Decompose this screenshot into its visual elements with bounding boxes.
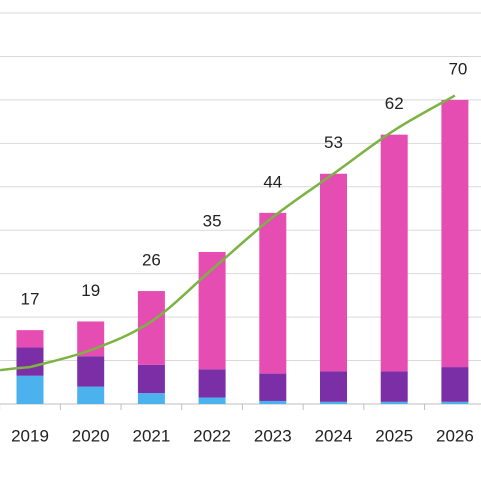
bar-segment bbox=[259, 212, 287, 374]
bar-segment bbox=[77, 356, 105, 387]
x-tick-label: 2023 bbox=[254, 426, 292, 445]
x-tick-label: 2022 bbox=[193, 426, 231, 445]
bar-segment bbox=[77, 386, 105, 404]
x-tick-label: 2021 bbox=[132, 426, 170, 445]
total-label: 26 bbox=[142, 251, 161, 270]
bar-segment bbox=[198, 369, 226, 398]
x-tick-label: 2026 bbox=[436, 426, 474, 445]
bar-segment bbox=[137, 364, 165, 394]
x-tick-label: 2020 bbox=[72, 426, 110, 445]
bar-segment bbox=[380, 134, 408, 372]
bar-segment bbox=[16, 347, 44, 376]
total-label: 19 bbox=[81, 281, 100, 300]
total-label: 35 bbox=[203, 211, 222, 230]
bar-segment bbox=[320, 401, 347, 404]
bar-segment bbox=[320, 371, 347, 402]
total-label: 53 bbox=[324, 133, 343, 152]
bar-segment bbox=[259, 400, 287, 404]
bar-segment bbox=[198, 397, 226, 404]
x-tick-label: 2024 bbox=[315, 426, 353, 445]
bar-segment bbox=[320, 173, 347, 372]
trend-lead bbox=[0, 365, 31, 372]
total-label: 17 bbox=[21, 290, 40, 309]
total-label: 44 bbox=[263, 172, 282, 191]
bar-segment bbox=[380, 371, 408, 402]
bar-segment bbox=[259, 373, 287, 401]
total-label: 70 bbox=[448, 59, 467, 78]
x-tick-label: 2025 bbox=[375, 426, 413, 445]
bar-segment bbox=[441, 99, 469, 368]
bar-segment bbox=[441, 401, 469, 404]
trend-line bbox=[29, 94, 456, 369]
bar-segment bbox=[16, 375, 44, 404]
bar-segment bbox=[441, 367, 469, 402]
x-tick-label: 2019 bbox=[11, 426, 49, 445]
bar-segment bbox=[16, 330, 44, 348]
total-label: 62 bbox=[385, 94, 404, 113]
bar-segment bbox=[380, 401, 408, 404]
bar-segment bbox=[198, 251, 226, 370]
bar-segment bbox=[137, 393, 165, 404]
